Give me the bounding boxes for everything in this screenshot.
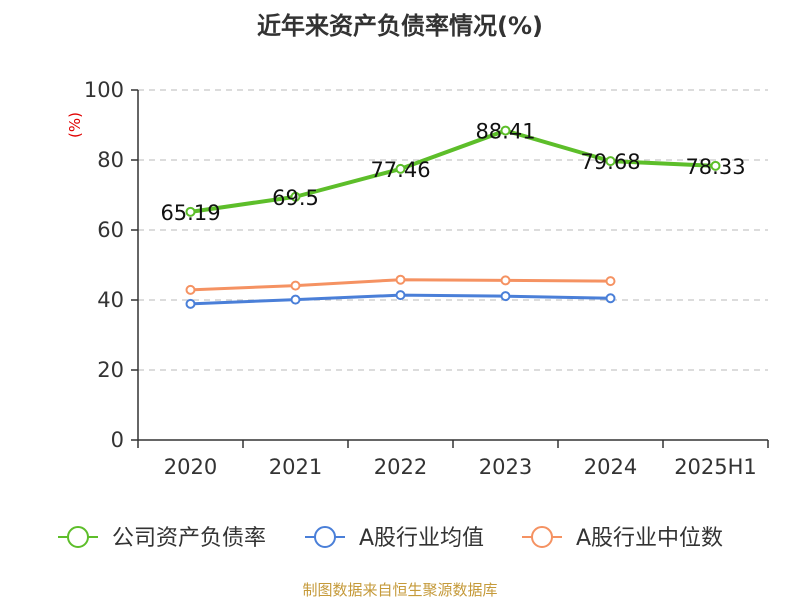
source-note: 制图数据来自恒生聚源数据库 (302, 581, 498, 599)
data-point (290, 294, 301, 305)
data-point (500, 125, 511, 136)
y-tick-label: 0 (111, 428, 124, 452)
x-tick-label: 2025H1 (674, 455, 757, 479)
legend-item: 公司资产负债率 (58, 526, 266, 551)
x-tick-label: 2023 (479, 455, 532, 479)
data-point (290, 191, 301, 202)
data-label: 79.68 (580, 150, 640, 174)
data-point (605, 276, 616, 287)
y-unit-label: (%) (66, 112, 84, 138)
data-point (500, 275, 511, 286)
legend-label: A股行业均值 (359, 526, 484, 551)
data-point (185, 298, 196, 309)
data-point (290, 280, 301, 291)
legend-marker (314, 526, 336, 548)
x-tick-label: 2024 (584, 455, 637, 479)
series-lines (185, 125, 721, 309)
legend-label: A股行业中位数 (576, 526, 723, 551)
data-point (395, 274, 406, 285)
data-point (710, 160, 721, 171)
grid-lines (138, 89, 768, 371)
legend-item: A股行业中位数 (522, 526, 723, 551)
data-label: 77.46 (370, 158, 430, 182)
y-tick-label: 80 (97, 148, 124, 172)
legend: 公司资产负债率 A股行业均值 A股行业中位数 (58, 526, 723, 551)
x-tick-label: 2020 (164, 455, 217, 479)
x-tick-label: 2022 (374, 455, 427, 479)
legend-marker (67, 526, 89, 548)
y-tick-label: 60 (97, 218, 124, 242)
data-point (185, 284, 196, 295)
series-line (188, 128, 718, 214)
data-point (500, 291, 511, 302)
data-label: 88.41 (475, 120, 535, 144)
y-tick-label: 20 (97, 358, 124, 382)
data-point (605, 293, 616, 304)
y-tick-label: 100 (84, 78, 124, 102)
data-label: 69.5 (272, 186, 319, 210)
data-label: 65.19 (160, 201, 220, 225)
legend-marker (531, 526, 553, 548)
legend-item: A股行业均值 (305, 526, 484, 551)
data-point (185, 206, 196, 217)
data-point (395, 290, 406, 301)
chart-title: 近年来资产负债率情况(%) (257, 12, 543, 40)
data-point (605, 156, 616, 167)
y-tick-label: 40 (97, 288, 124, 312)
data-point (395, 163, 406, 174)
legend-label: 公司资产负债率 (112, 526, 266, 551)
axes: 0 20 40 60 80 100(%) 2020 2021 2022 2023 2024 2025H… (66, 78, 769, 479)
data-labels: 65.19 69.5 77.46 88.41 79.68 78.33 (160, 120, 745, 225)
data-label: 78.33 (685, 155, 745, 179)
x-tick-label: 2021 (269, 455, 322, 479)
